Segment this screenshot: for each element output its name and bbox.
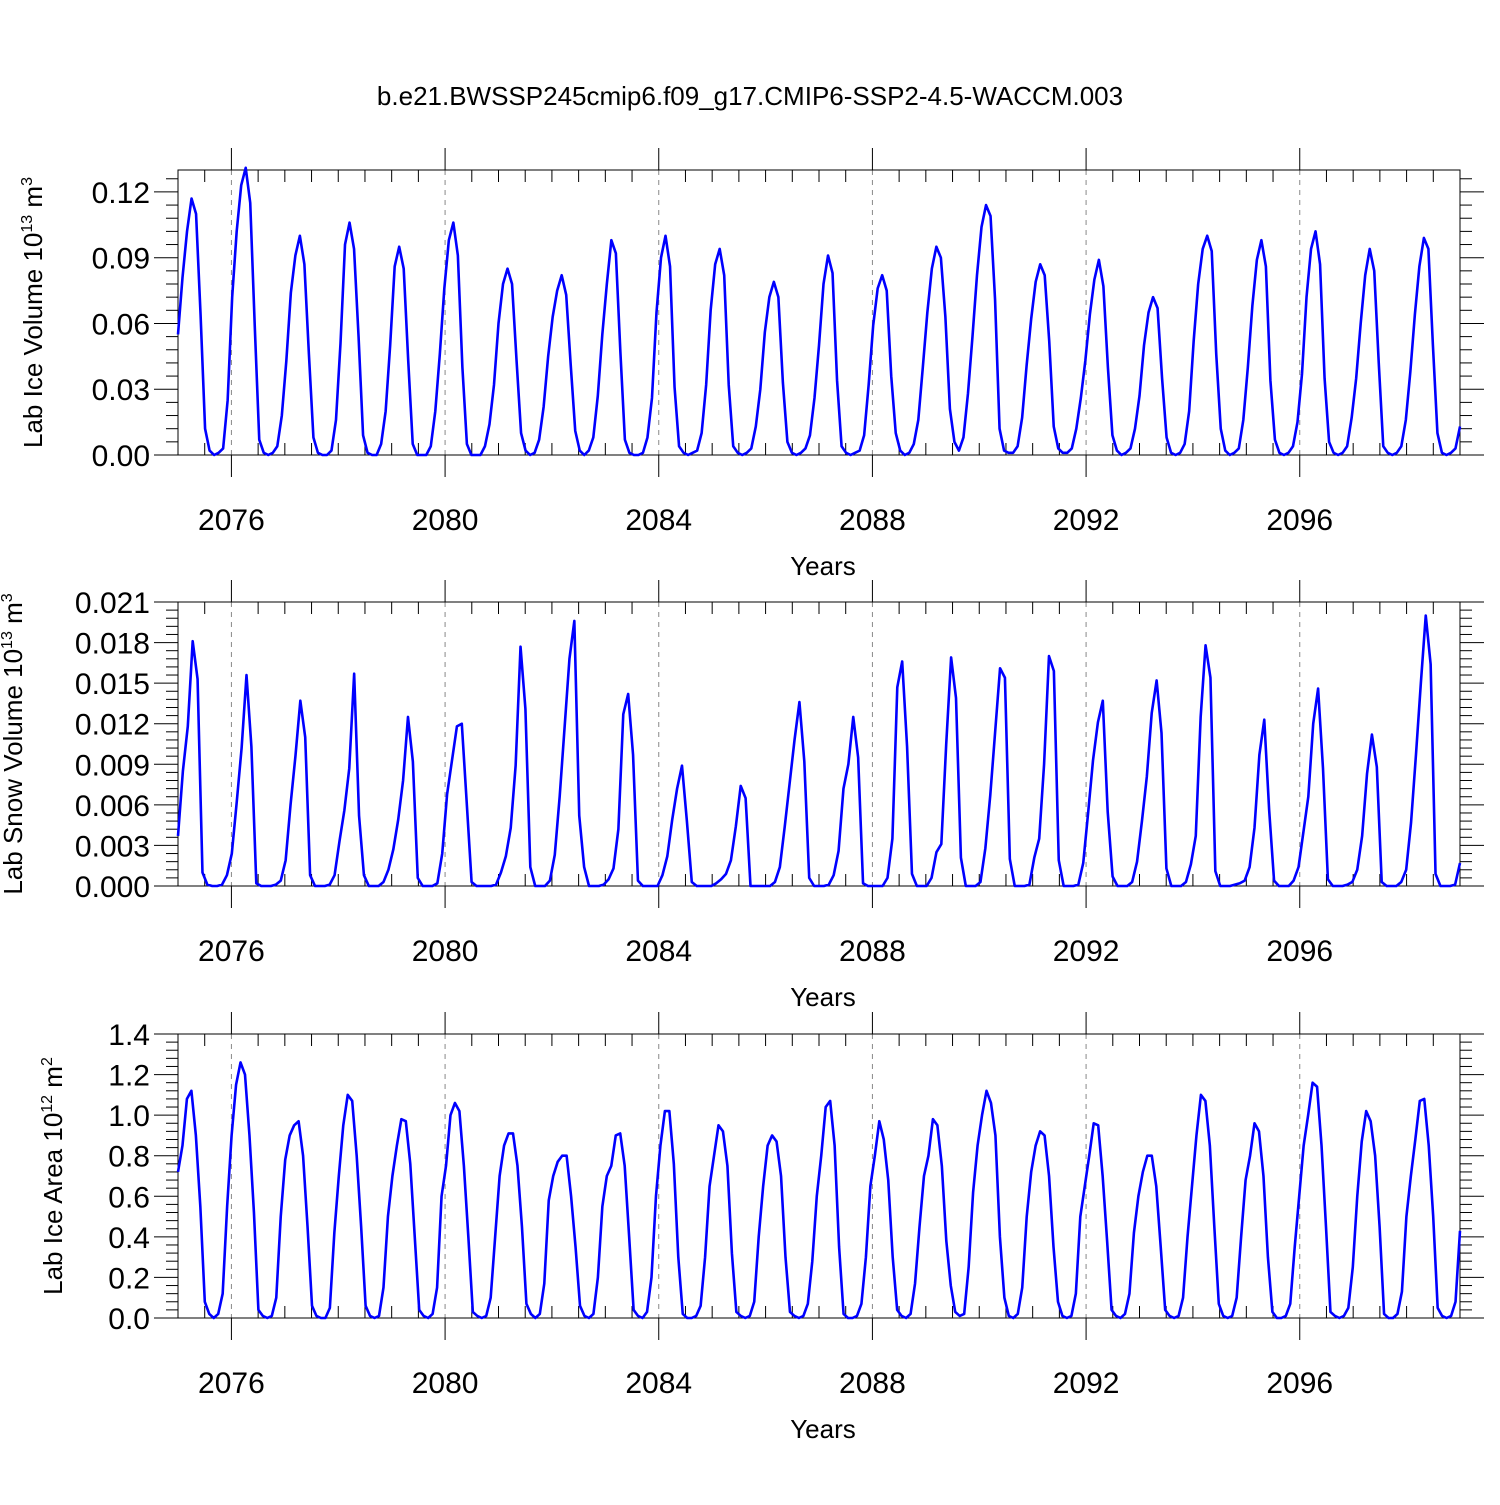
x-tick-label: 2088 — [839, 935, 906, 968]
y-tick-label: 0.2 — [108, 1262, 150, 1295]
y-axis-label: Lab Snow Volume 1013 m3 — [0, 593, 28, 894]
y-tick-label: 0.8 — [108, 1141, 150, 1174]
x-axis-label: Years — [790, 982, 856, 1012]
x-tick-label: 2076 — [198, 1367, 265, 1400]
x-tick-label: 2088 — [839, 1367, 906, 1400]
x-tick-label: 2096 — [1266, 935, 1333, 968]
plot-frame — [177, 1033, 1461, 1319]
y-axis-label: Lab Ice Area 1012 m2 — [38, 1057, 68, 1295]
x-axis-label: Years — [790, 551, 856, 581]
x-tick-label: 2080 — [412, 935, 479, 968]
x-tick-label: 2076 — [198, 504, 265, 537]
y-tick-label: 0.0 — [108, 1303, 150, 1336]
y-tick-label: 0.006 — [75, 790, 150, 823]
x-tick-label: 2076 — [198, 935, 265, 968]
plot-frame — [177, 601, 1461, 887]
panel-2: 2076 2080 2084 2088 2092 2096 0.000 0.003 0.006 0… — [0, 580, 1484, 1012]
panels: 2076 2080 2084 2088 2092 2096 0.00 0.03 0.06 0.09… — [0, 148, 1484, 1444]
x-tick-label: 2084 — [625, 1367, 692, 1400]
y-tick-label: 0.003 — [75, 830, 150, 863]
x-tick-label: 2096 — [1266, 1367, 1333, 1400]
x-tick-label: 2080 — [412, 1367, 479, 1400]
y-tick-label: 0.009 — [75, 749, 150, 782]
y-tick-label: 0.000 — [75, 871, 150, 904]
y-tick-label: 0.6 — [108, 1181, 150, 1214]
panel-3: 2076 2080 2084 2088 2092 2096 0.0 0.2 0.4 0.6 0.8 1… — [38, 1012, 1484, 1444]
x-axis-label: Years — [790, 1414, 856, 1444]
x-tick-label: 2092 — [1053, 1367, 1120, 1400]
y-tick-label: 0.012 — [75, 709, 150, 742]
y-tick-label: 0.4 — [108, 1222, 150, 1255]
y-tick-label: 0.018 — [75, 628, 150, 661]
x-tick-label: 2092 — [1053, 504, 1120, 537]
figure-title: b.e21.BWSSP245cmip6.f09_g17.CMIP6-SSP2-4… — [377, 81, 1123, 111]
y-tick-label: 0.06 — [92, 308, 150, 341]
y-tick-label: 0.015 — [75, 668, 150, 701]
y-tick-label: 1.2 — [108, 1060, 150, 1093]
y-tick-label: 0.00 — [92, 440, 150, 473]
y-tick-label: 1.0 — [108, 1100, 150, 1133]
x-tick-label: 2080 — [412, 504, 479, 537]
y-tick-label: 0.021 — [75, 587, 150, 620]
x-tick-label: 2096 — [1266, 504, 1333, 537]
y-tick-label: 0.12 — [92, 177, 150, 210]
x-tick-label: 2084 — [625, 504, 692, 537]
series-line — [176, 1061, 1462, 1320]
x-tick-label: 2088 — [839, 504, 906, 537]
y-tick-label: 0.03 — [92, 374, 150, 407]
y-axis-label: Lab Ice Volume 1013 m3 — [18, 177, 48, 448]
plot-frame — [177, 169, 1461, 456]
series-line — [176, 614, 1462, 888]
x-tick-label: 2092 — [1053, 935, 1120, 968]
series-line — [176, 166, 1462, 457]
y-tick-label: 0.09 — [92, 243, 150, 276]
x-tick-label: 2084 — [625, 935, 692, 968]
panel-1: 2076 2080 2084 2088 2092 2096 0.00 0.03 0.06 0.09… — [18, 148, 1484, 581]
y-tick-label: 1.4 — [108, 1019, 150, 1052]
